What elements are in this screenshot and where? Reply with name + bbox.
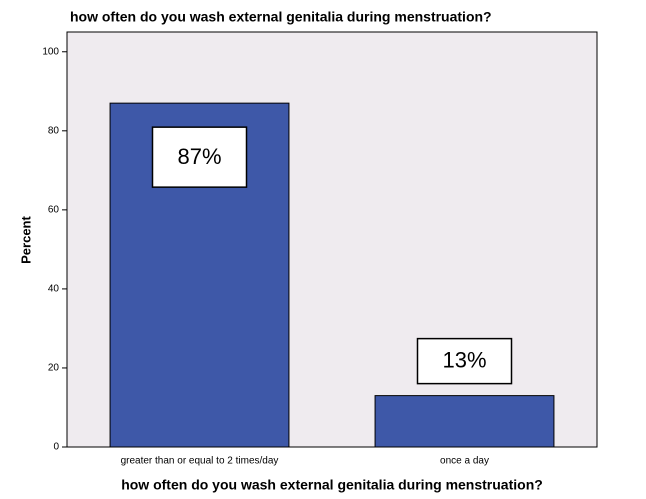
- y-axis-label: Percent: [18, 215, 33, 263]
- y-tick-label: 0: [53, 442, 59, 453]
- value-label-box: [151, 126, 248, 188]
- x-axis-label: how often do you wash external genitalia…: [121, 477, 543, 493]
- value-label-box: [416, 337, 513, 385]
- y-tick-label: 40: [48, 284, 60, 295]
- value-label: 13%: [442, 347, 486, 372]
- x-tick-label: greater than or equal to 2 times/day: [121, 456, 279, 467]
- x-tick-label: once a day: [440, 456, 489, 467]
- bar: [374, 395, 555, 448]
- chart-title: how often do you wash external genitalia…: [70, 9, 492, 25]
- y-tick-label: 80: [48, 125, 60, 136]
- y-tick-label: 60: [48, 204, 60, 215]
- value-label: 87%: [177, 144, 221, 169]
- y-tick-label: 100: [42, 46, 59, 57]
- y-tick-label: 20: [48, 363, 60, 374]
